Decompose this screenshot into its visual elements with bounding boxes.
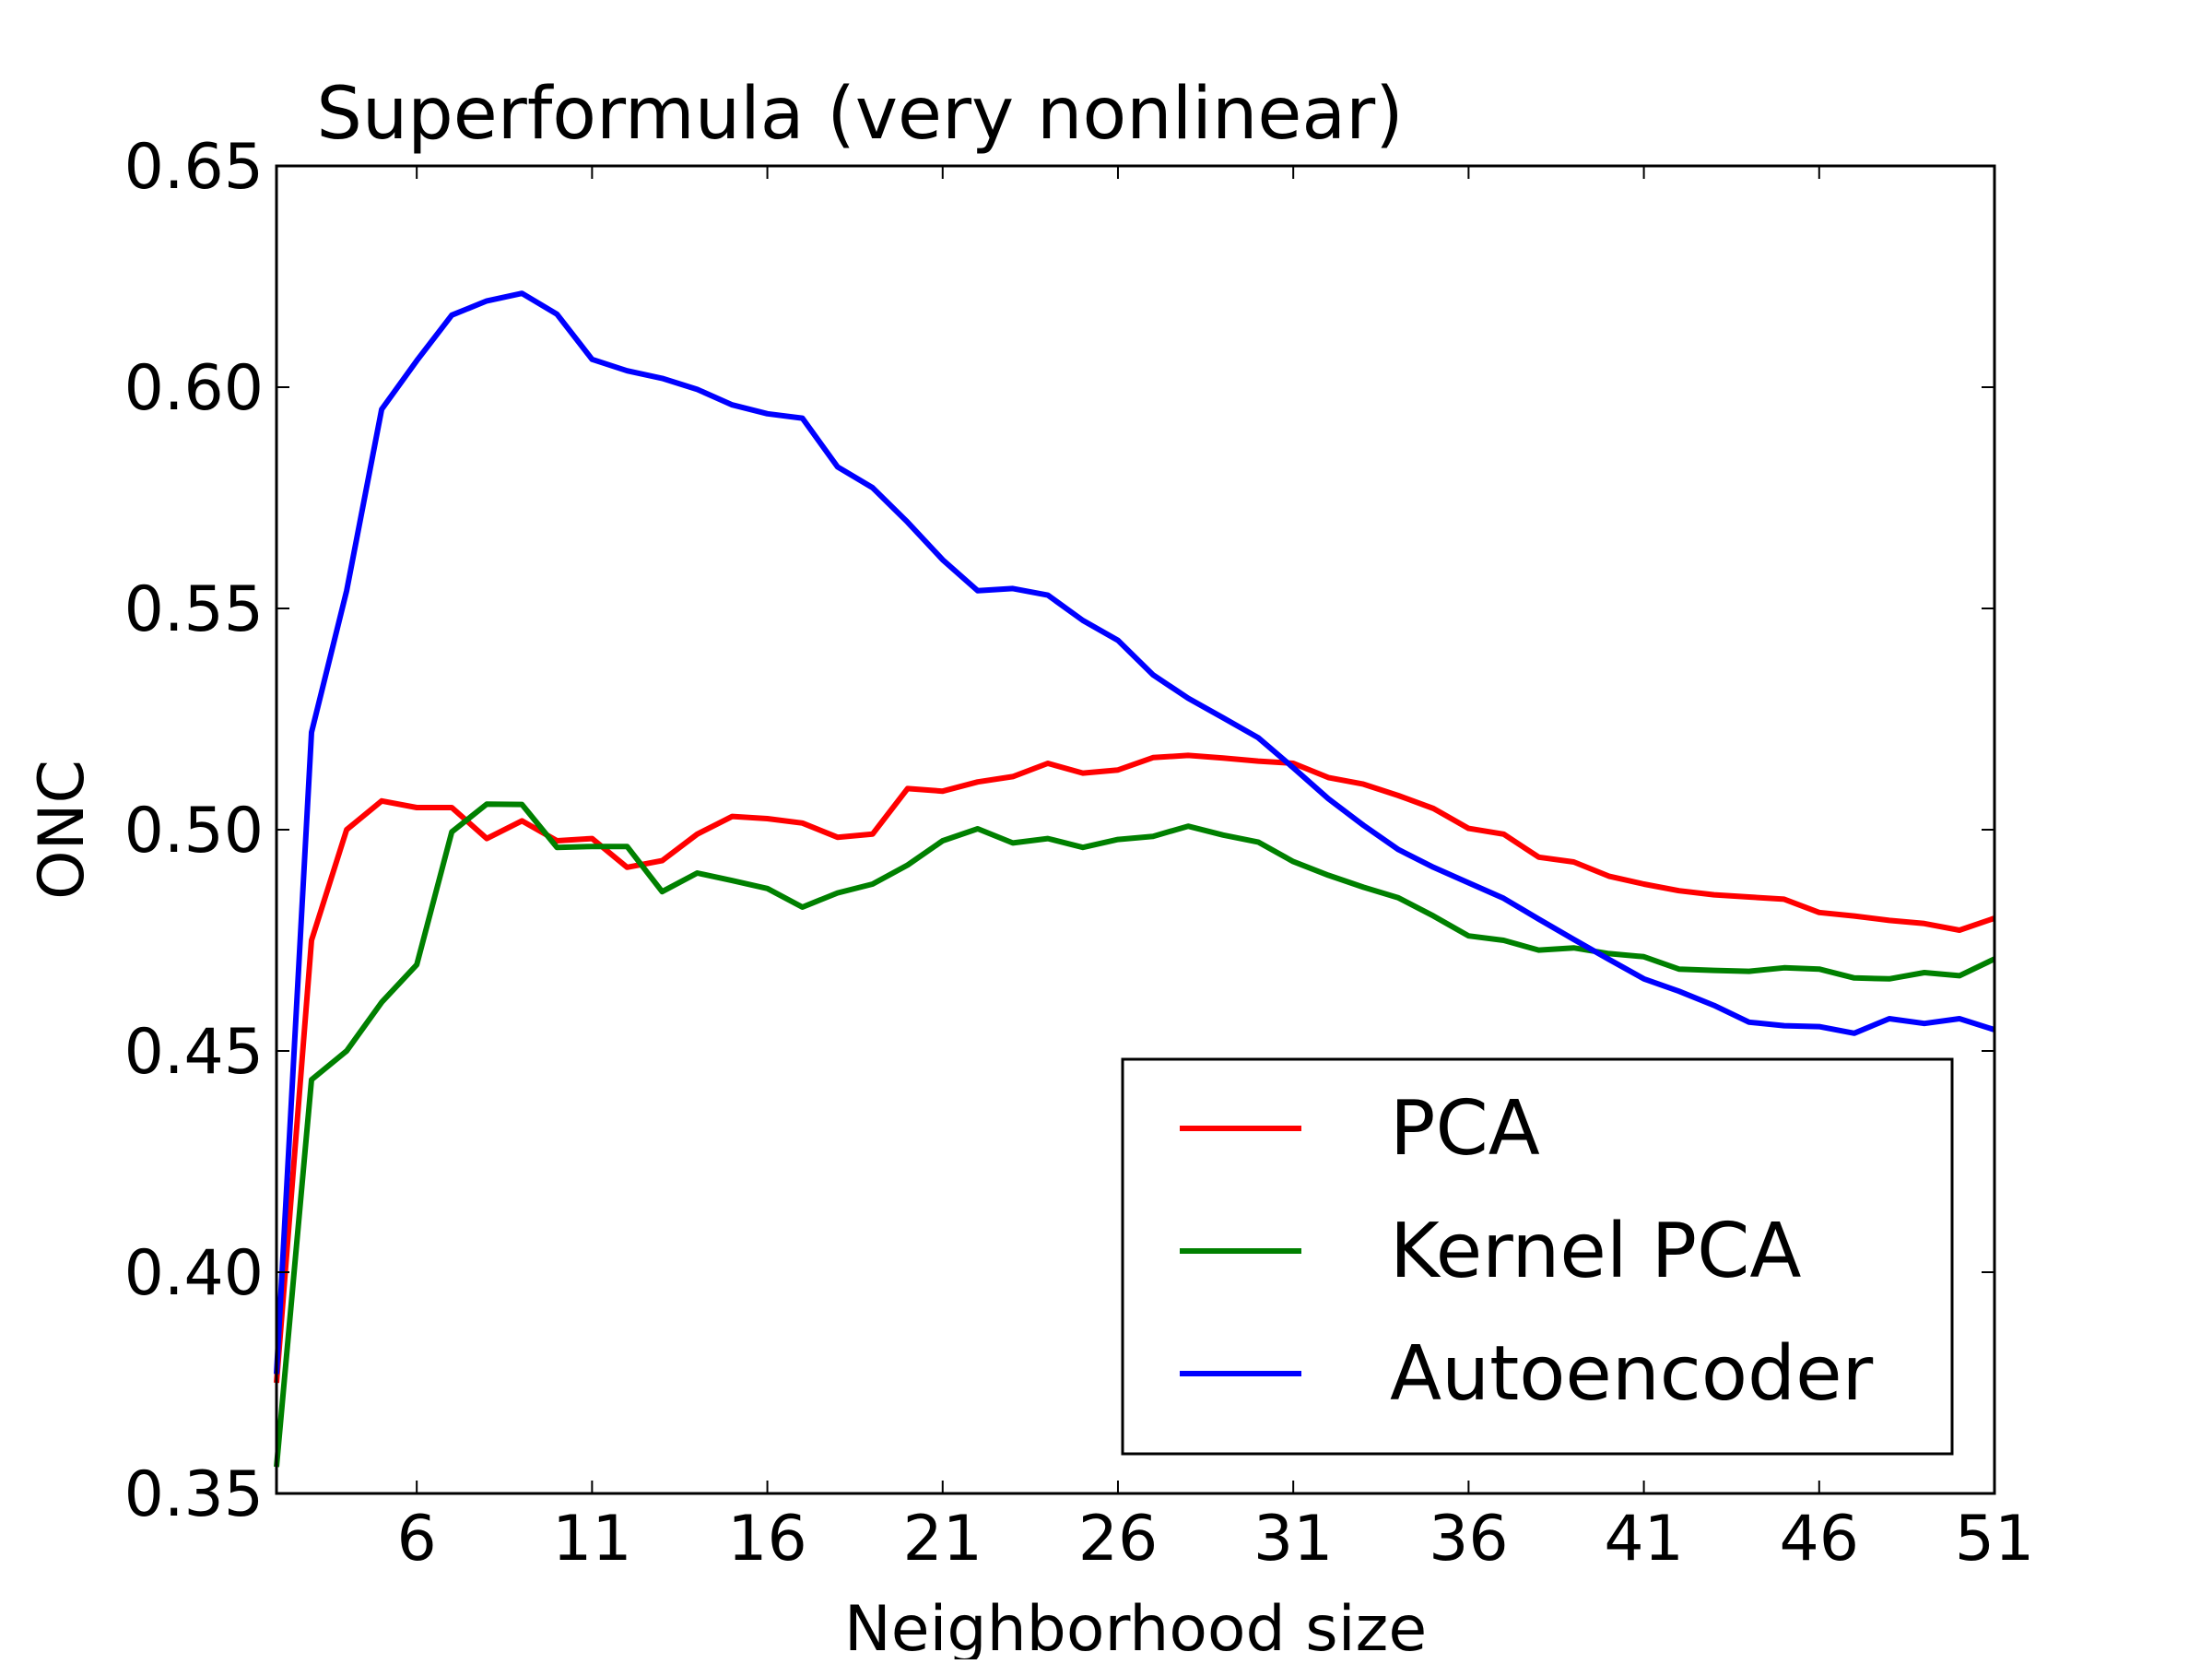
x-tick-label: 21 (903, 1503, 983, 1575)
x-tick-label: 11 (552, 1503, 632, 1575)
x-tick-label: 26 (1078, 1503, 1159, 1575)
x-axis-label: Neighborhood size (844, 1593, 1427, 1659)
x-tick-label: 36 (1429, 1503, 1509, 1575)
y-tick-label: 0.40 (124, 1237, 264, 1310)
y-axis-label: ONC (26, 760, 99, 900)
y-tick-label: 0.65 (124, 131, 264, 204)
x-tick-label: 41 (1604, 1503, 1684, 1575)
series-line-pca (274, 752, 1995, 1384)
y-tick-label: 0.50 (124, 795, 264, 867)
y-tick-label: 0.35 (124, 1458, 264, 1531)
legend-label: Autoencoder (1390, 1330, 1874, 1418)
x-tick-label: 51 (1955, 1503, 2035, 1575)
series-line-kernel-pca (274, 801, 1996, 1468)
legend: PCA Kernel PCA Autoencoder (1121, 1057, 1954, 1456)
x-tick-label: 31 (1253, 1503, 1334, 1575)
y-tick-label: 0.60 (124, 352, 264, 425)
chart-title: Superformula (very nonlinear) (316, 73, 1403, 156)
series-line-autoencoder (274, 290, 1995, 1375)
legend-label: PCA (1390, 1085, 1540, 1173)
ticks-layer: 6 11 16 21 26 31 36 41 46 51 0.35 0.40 0.45 0.50 0.55 0… (124, 131, 2035, 1575)
legend-label: Kernel PCA (1390, 1208, 1801, 1295)
x-tick-label: 46 (1780, 1503, 1860, 1575)
x-tick-label: 6 (397, 1503, 437, 1575)
legend-frame (1121, 1057, 1954, 1456)
series-layer (274, 290, 1996, 1468)
y-tick-label: 0.55 (124, 573, 264, 646)
y-tick-label: 0.45 (124, 1016, 264, 1089)
x-tick-label: 16 (727, 1503, 807, 1575)
